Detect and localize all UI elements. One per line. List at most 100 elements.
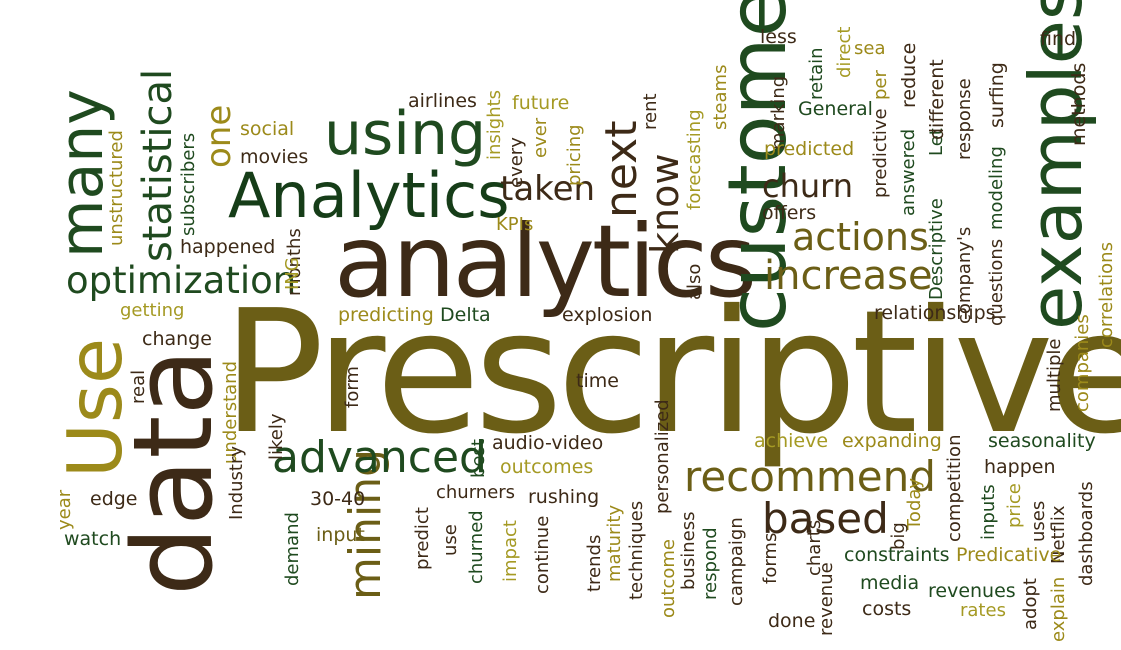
word: surfing: [986, 62, 1008, 128]
word: predictive: [870, 108, 891, 198]
word: year: [54, 489, 75, 530]
word: techniques: [626, 500, 647, 600]
word: adopt: [1020, 578, 1041, 630]
word: direct: [834, 26, 855, 78]
word: actions: [792, 215, 929, 259]
word: response: [954, 78, 975, 160]
word: know: [643, 153, 687, 254]
word: costs: [862, 598, 912, 620]
word: rates: [960, 600, 1006, 621]
word: inputs: [978, 484, 999, 540]
word: maturity: [604, 504, 625, 582]
word: happened: [180, 236, 276, 258]
word: expanding: [842, 430, 942, 452]
word: happen: [984, 456, 1056, 478]
word: pricing: [564, 124, 585, 186]
word: one: [199, 104, 239, 168]
word: respond: [700, 527, 721, 600]
word: explain: [1048, 576, 1069, 642]
word: multiple: [1044, 338, 1065, 412]
word: edge: [90, 488, 138, 510]
word: rushing: [528, 486, 600, 508]
word: churned: [466, 510, 487, 584]
word: modeling: [986, 146, 1007, 230]
word: also: [684, 263, 705, 300]
word: input: [316, 524, 365, 546]
word: increase: [764, 253, 933, 299]
word: optimization: [66, 259, 297, 302]
word: reduce: [898, 42, 920, 108]
word: many: [47, 89, 117, 258]
word: continue: [532, 515, 553, 594]
word: dashboards: [1076, 481, 1097, 586]
word: social: [240, 118, 295, 140]
word: Predicative: [956, 544, 1062, 566]
word: predicted: [764, 138, 855, 160]
word: retain: [806, 47, 827, 100]
word: per: [870, 70, 891, 100]
word: form: [342, 366, 363, 408]
word: recommend: [684, 452, 936, 501]
word: airlines: [408, 90, 477, 112]
word: Delta: [440, 304, 491, 326]
word: statistical: [135, 68, 181, 262]
word: find: [1040, 28, 1077, 50]
word: insights: [484, 89, 505, 160]
word: different: [926, 59, 948, 140]
word: personalized: [652, 399, 673, 514]
word: business: [678, 511, 699, 590]
word: best: [468, 439, 489, 478]
word: churn: [762, 167, 854, 205]
word: demand: [282, 512, 303, 586]
word: revenues: [928, 580, 1016, 602]
word: change: [142, 328, 212, 350]
word: predict: [412, 507, 433, 570]
word: seasonality: [988, 430, 1096, 452]
word: Use: [51, 337, 139, 478]
word: sea: [854, 38, 886, 59]
word: future: [512, 92, 570, 114]
word: audio-video: [492, 432, 604, 454]
word: watch: [64, 528, 122, 550]
word: companies: [1072, 314, 1093, 412]
word: predicting: [338, 304, 434, 326]
word: based: [762, 494, 889, 543]
word: price: [1004, 483, 1025, 528]
word: next: [596, 120, 647, 218]
word: relationships: [874, 302, 996, 324]
word: Descriptive: [926, 198, 947, 300]
word: campaign: [726, 517, 747, 606]
word: forms: [760, 532, 781, 584]
word: time: [576, 370, 619, 392]
word: using: [324, 99, 487, 169]
word: trends: [584, 534, 605, 592]
word: rent: [640, 93, 661, 130]
word: General: [798, 98, 873, 120]
word: ING: [282, 257, 303, 290]
word: uses: [1028, 500, 1049, 542]
word: churners: [436, 482, 516, 503]
word: advanced: [272, 432, 487, 483]
word: explosion: [562, 304, 653, 326]
word: achieve: [754, 430, 829, 452]
word: media: [860, 572, 920, 594]
word: taken: [500, 169, 596, 209]
word: forecasting: [684, 109, 705, 210]
word: Analytics: [228, 159, 510, 232]
word: answered: [898, 128, 919, 216]
word: ever: [530, 117, 551, 158]
word: movies: [240, 146, 309, 168]
word: constraints: [844, 544, 950, 566]
word: correlations: [1096, 242, 1117, 348]
word: Prescriptive: [222, 274, 1121, 472]
word: 30-40: [310, 488, 366, 510]
word: outcomes: [500, 456, 594, 478]
word: done: [768, 610, 816, 632]
word: Industry: [226, 445, 247, 520]
word: less: [760, 26, 797, 48]
word: use: [440, 524, 461, 556]
word: methods: [1068, 62, 1090, 146]
word: offers: [762, 202, 817, 224]
word: unstructured: [106, 130, 127, 246]
